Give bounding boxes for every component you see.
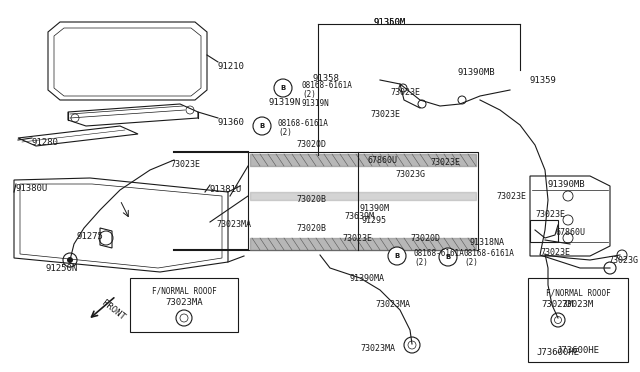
Text: 73023MA: 73023MA [375,300,410,309]
Text: 73020B: 73020B [296,224,326,233]
Text: 91319N: 91319N [302,99,330,108]
Text: 08168-6161A: 08168-6161A [414,250,465,259]
Circle shape [439,248,457,266]
Circle shape [388,247,406,265]
Text: J73600HE: J73600HE [536,348,579,357]
Text: 67860U: 67860U [555,228,585,237]
Text: 91319N: 91319N [269,98,301,107]
Text: 91275: 91275 [77,232,104,241]
Text: 73023E: 73023E [342,234,372,243]
Text: 73023E: 73023E [496,192,526,201]
Text: 91390M: 91390M [360,204,390,213]
Text: 67860U: 67860U [368,156,398,165]
Text: 73023MA: 73023MA [165,298,203,307]
Circle shape [253,117,271,135]
Text: 91280: 91280 [32,138,59,147]
Text: 73020D: 73020D [410,234,440,243]
Text: 73023MA: 73023MA [360,344,395,353]
Text: B: B [394,253,399,259]
Text: 73023G: 73023G [608,256,638,265]
Text: B: B [445,254,451,260]
Bar [530,220,558,242]
Text: 73023MA: 73023MA [216,220,251,229]
Text: 73023M: 73023M [562,300,594,309]
Text: (2): (2) [464,259,478,267]
Text: 73023M: 73023M [542,300,574,309]
Text: 08168-6161A: 08168-6161A [464,250,515,259]
Text: 91380U: 91380U [16,184,48,193]
Text: F/NORMAL ROOOF: F/NORMAL ROOOF [152,286,216,295]
Text: 73020D: 73020D [296,140,326,149]
Circle shape [67,257,73,263]
Text: 73023E: 73023E [370,110,400,119]
Text: 73023G: 73023G [395,170,425,179]
Text: 91358: 91358 [312,74,339,83]
Text: 73023E: 73023E [430,158,460,167]
Text: 91390MB: 91390MB [458,68,495,77]
Bar [528,278,628,362]
Bar [130,278,238,332]
Text: 08168-6161A: 08168-6161A [302,80,353,90]
Text: 73023E: 73023E [535,210,565,219]
Text: 91250N: 91250N [46,264,78,273]
Text: (2): (2) [278,128,292,137]
Text: 73023E: 73023E [170,160,200,169]
Text: 91390MA: 91390MA [350,274,385,283]
Text: (2): (2) [302,90,316,99]
Text: 73023E: 73023E [540,248,570,257]
Text: 91360: 91360 [218,118,245,127]
Text: 91318NA: 91318NA [470,238,505,247]
Text: FRONT: FRONT [100,298,127,322]
Text: 08168-6161A: 08168-6161A [278,119,329,128]
Text: B: B [259,123,264,129]
Text: 73639M: 73639M [344,212,374,221]
Text: 91350M: 91350M [374,18,406,27]
Text: 73023E: 73023E [390,88,420,97]
Text: F/NORMAL ROOOF: F/NORMAL ROOOF [546,288,611,297]
Text: 73020B: 73020B [296,195,326,204]
Text: 91390MB: 91390MB [547,180,584,189]
Text: J73600HE: J73600HE [557,346,600,355]
Circle shape [274,79,292,97]
Text: (2): (2) [414,259,428,267]
Text: 91210: 91210 [218,62,245,71]
Text: 91350M: 91350M [374,18,406,27]
Text: B: B [280,85,285,91]
Text: 91381U: 91381U [210,185,243,194]
Text: 91359: 91359 [530,76,557,85]
Text: 91295: 91295 [362,216,387,225]
